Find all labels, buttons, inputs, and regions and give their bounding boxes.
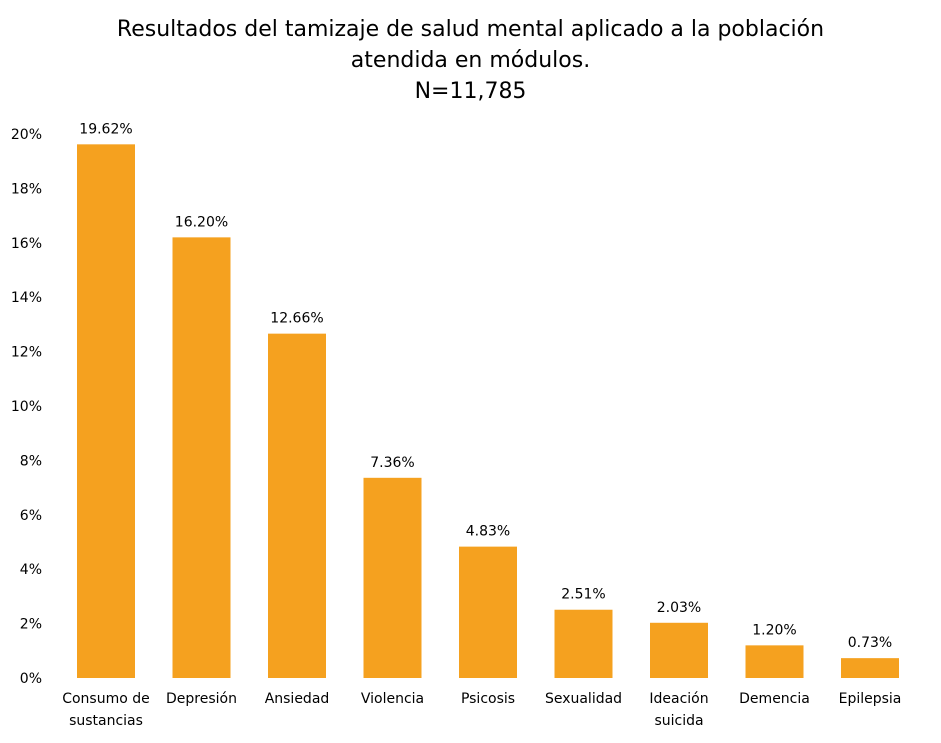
x-category-label: Demencia (739, 691, 810, 707)
y-tick-label: 2% (20, 617, 42, 633)
data-label: 19.62% (79, 121, 132, 137)
x-category-label: Depresión (166, 691, 237, 707)
data-label: 12.66% (270, 311, 323, 327)
bar (268, 333, 326, 678)
chart-title: Resultados del tamizaje de salud mental … (0, 14, 941, 107)
chart-title-line-3: N=11,785 (414, 79, 527, 104)
y-tick-label: 4% (20, 562, 42, 578)
y-tick-label: 12% (11, 345, 42, 361)
data-label: 1.20% (752, 622, 796, 638)
x-category-label: Sexualidad (545, 691, 622, 707)
x-category-label: Epilepsia (839, 691, 902, 707)
x-category-label: suicida (654, 713, 703, 729)
data-label: 2.03% (657, 600, 701, 616)
data-label: 7.36% (370, 455, 414, 471)
bar (554, 609, 613, 678)
y-tick-label: 6% (20, 508, 42, 524)
bar (650, 622, 708, 678)
y-tick-label: 10% (11, 399, 42, 415)
y-tick-label: 18% (11, 181, 42, 197)
x-category-label: Psicosis (461, 691, 515, 707)
bar (77, 144, 135, 678)
y-tick-label: 14% (11, 290, 42, 306)
chart-title-line-2: atendida en módulos. (350, 48, 591, 73)
bar (745, 645, 804, 678)
y-tick-label: 0% (20, 671, 42, 687)
x-category-label: Ideación (649, 691, 708, 707)
data-label: 4.83% (466, 524, 510, 540)
bar (363, 477, 422, 678)
x-category-label: Ansiedad (265, 691, 330, 707)
data-label: 2.51% (561, 587, 605, 603)
bar (459, 546, 517, 678)
x-category-label: sustancias (69, 713, 143, 729)
x-category-label: Violencia (361, 691, 424, 707)
bar (841, 658, 899, 678)
bar (172, 237, 231, 679)
y-tick-label: 16% (11, 236, 42, 252)
x-category-label: Consumo de (62, 691, 150, 707)
data-label: 16.20% (175, 214, 228, 230)
y-tick-label: 8% (20, 453, 42, 469)
data-label: 0.73% (848, 635, 892, 651)
y-tick-label: 20% (11, 127, 42, 143)
chart-title-line-1: Resultados del tamizaje de salud mental … (116, 17, 825, 42)
